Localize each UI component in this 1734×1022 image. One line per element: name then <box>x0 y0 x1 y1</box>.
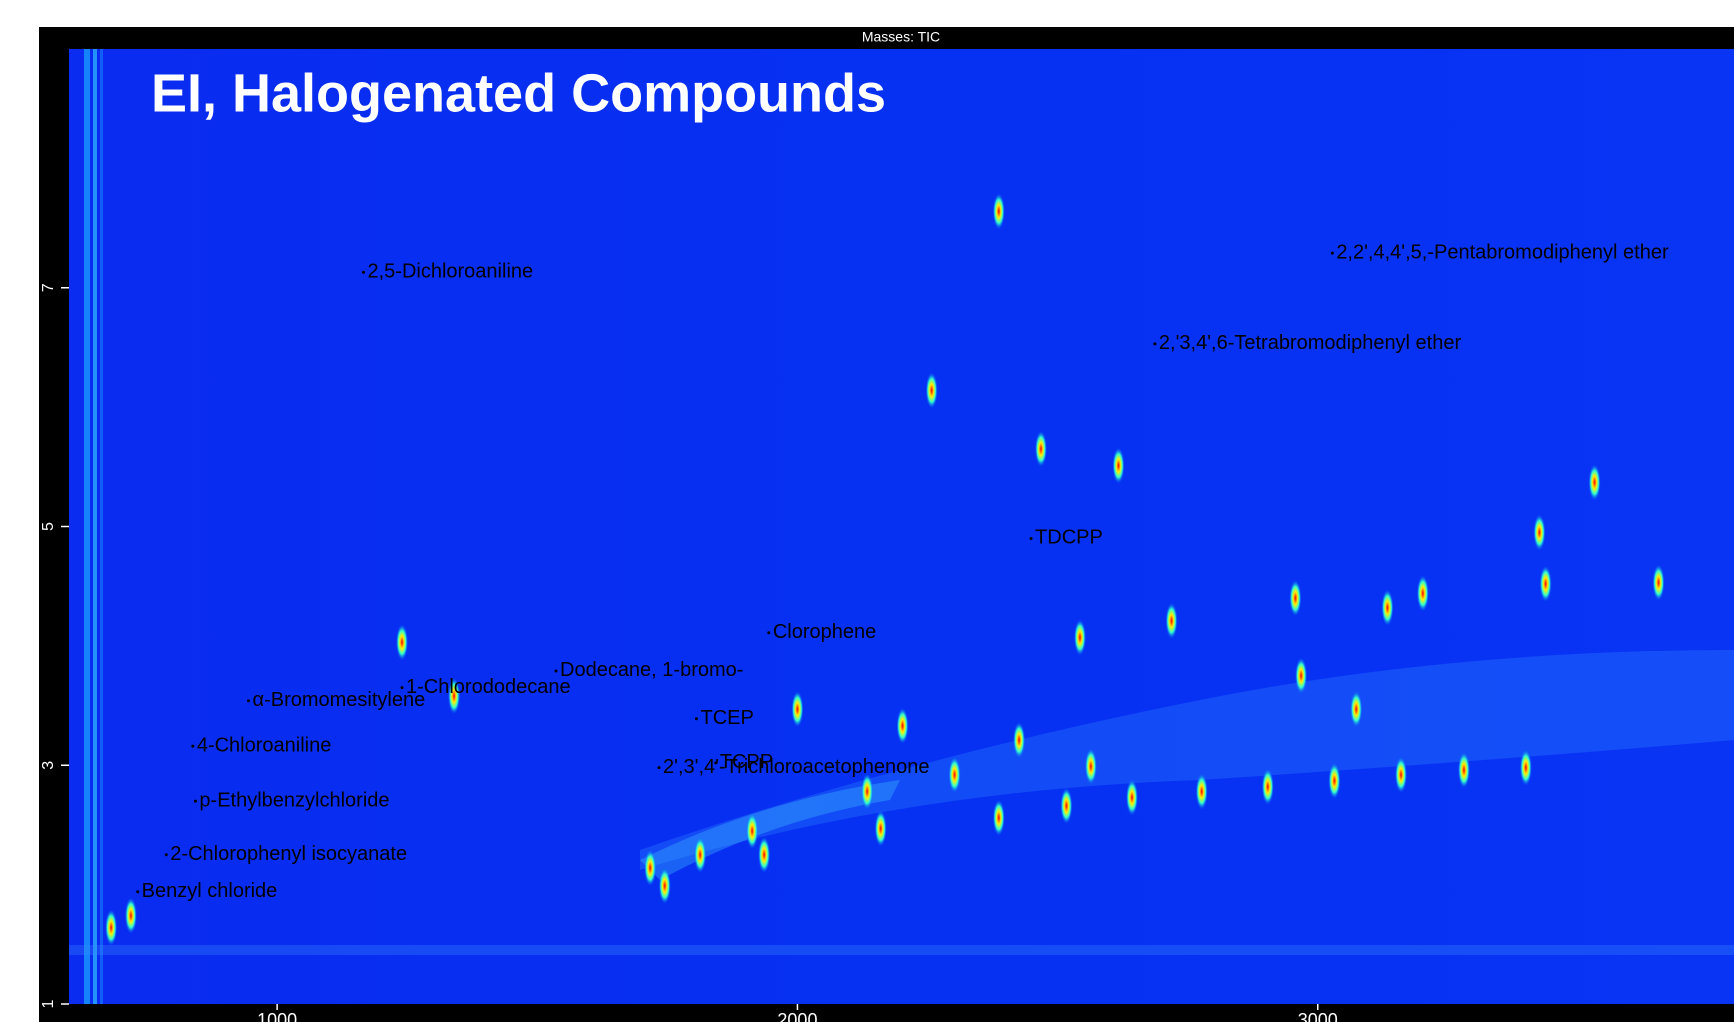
peak <box>1262 769 1274 805</box>
peak <box>1035 431 1047 467</box>
peak <box>105 910 117 946</box>
peak <box>1126 779 1138 815</box>
peak <box>1395 757 1407 793</box>
peak <box>1112 448 1124 484</box>
annotation-label: 2,5-Dichloroaniline <box>367 261 533 283</box>
annotation-label: TCEP <box>700 707 753 729</box>
annotation-label: 4-Chloroaniline <box>197 734 332 756</box>
peak <box>1540 566 1552 602</box>
annotation-marker <box>1153 342 1156 345</box>
chart-title: EI, Halogenated Compounds <box>151 63 886 123</box>
annotation-label: α-Bromomesitylene <box>253 689 426 711</box>
peak <box>993 193 1005 229</box>
peak <box>875 811 887 847</box>
x-tick-label: 2000 <box>777 1010 817 1022</box>
y-tick-label: 7 <box>40 283 57 292</box>
solvent-streak <box>84 49 90 1004</box>
page: Masses: TIC EI, Halogenated Compounds 2,… <box>0 0 1734 1022</box>
peak <box>396 624 408 660</box>
y-tick-label: 1 <box>40 999 57 1008</box>
y-tick-label: 5 <box>40 522 57 531</box>
annotation-label: TDCPP <box>1035 527 1103 549</box>
peak <box>1289 580 1301 616</box>
annotation-label: 2,'3,4',6-Tetrabromodiphenyl ether <box>1159 332 1462 354</box>
annotation-marker <box>714 761 717 764</box>
peak <box>791 691 803 727</box>
annotation-marker <box>695 717 698 720</box>
peak <box>1074 620 1086 656</box>
peak <box>949 757 961 793</box>
peak <box>1060 788 1072 824</box>
annotation-marker <box>247 699 250 702</box>
solvent-streak <box>100 49 103 1004</box>
annotation-label: TCPP <box>720 751 773 773</box>
bleed-band <box>69 945 1734 955</box>
x-tick-label: 3000 <box>1298 1010 1338 1022</box>
annotation-label: Clorophene <box>773 621 876 643</box>
chromatogram-window: Masses: TIC EI, Halogenated Compounds 2,… <box>0 0 1734 1022</box>
plot-area: EI, Halogenated Compounds 2,5-Dichloroan… <box>69 49 1734 1004</box>
annotation-label: p-Ethylbenzylchloride <box>199 789 389 811</box>
peak <box>897 708 909 744</box>
peak <box>1458 752 1470 788</box>
peak <box>694 837 706 873</box>
peak <box>993 800 1005 836</box>
peak <box>1196 774 1208 810</box>
solvent-streak <box>93 49 97 1004</box>
annotation-marker <box>767 631 770 634</box>
peak <box>1381 590 1393 626</box>
annotation-label: Benzyl chloride <box>142 880 278 902</box>
annotation-marker <box>165 853 168 856</box>
peak <box>1350 691 1362 727</box>
annotation-marker <box>194 800 197 803</box>
peak <box>1295 658 1307 694</box>
peak <box>1520 750 1532 786</box>
peak <box>746 813 758 849</box>
annotation-marker <box>1030 537 1033 540</box>
annotation-marker <box>555 669 558 672</box>
peak <box>758 837 770 873</box>
annotation-label: Dodecane, 1-bromo- <box>560 659 743 681</box>
peak <box>125 898 137 934</box>
peak <box>1589 464 1601 500</box>
peak <box>1653 565 1665 601</box>
peak <box>861 774 873 810</box>
annotation-marker <box>1331 252 1334 255</box>
annotation-label: 2,2',4,4',5,-Pentabromodiphenyl ether <box>1336 241 1669 263</box>
annotation-marker <box>136 890 139 893</box>
peak <box>1533 514 1545 550</box>
header: Masses: TIC <box>862 29 940 45</box>
peak <box>1328 763 1340 799</box>
peak <box>1085 748 1097 784</box>
peak <box>644 850 656 886</box>
peak <box>1166 603 1178 639</box>
peak <box>659 868 671 904</box>
y-tick-label: 3 <box>40 761 57 770</box>
peak <box>1013 722 1025 758</box>
annotation-label: 2-Chlorophenyl isocyanate <box>170 843 407 865</box>
annotation-label: 2',3',4'-Trichloroacetophenone <box>663 756 929 778</box>
annotation-marker <box>362 271 365 274</box>
annotation-label: 1-Chlorododecane <box>406 676 571 698</box>
peak <box>1417 575 1429 611</box>
annotation-marker <box>658 766 661 769</box>
peak <box>926 372 938 408</box>
annotation-marker <box>191 745 194 748</box>
x-tick-label: 1000 <box>257 1010 297 1022</box>
